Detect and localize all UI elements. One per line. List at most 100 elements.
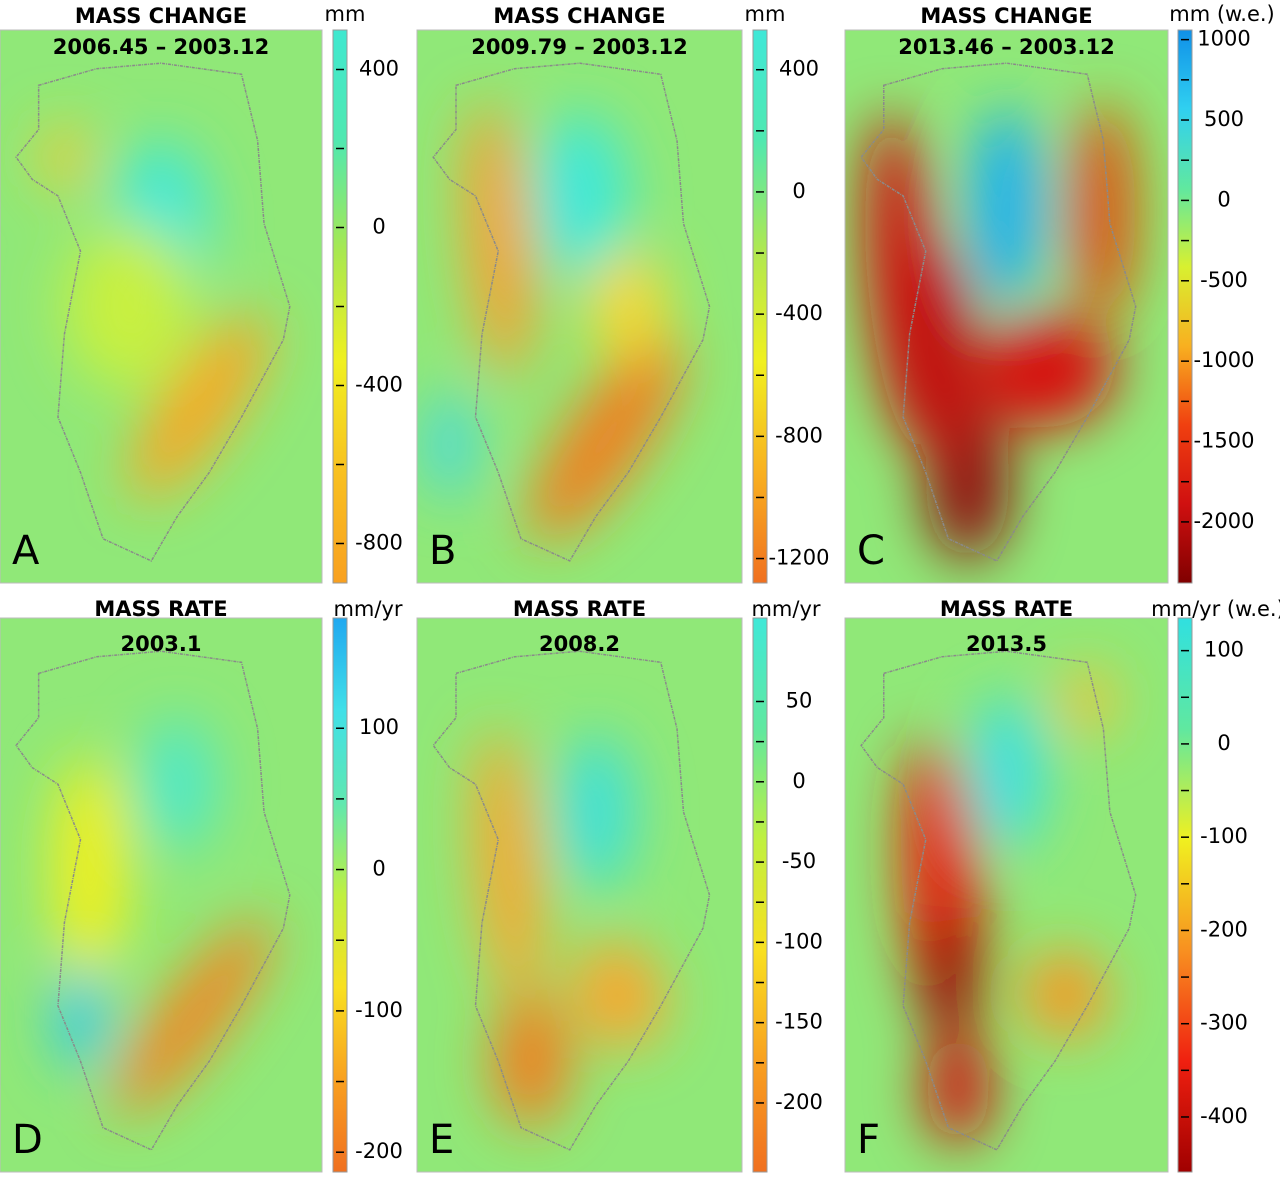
anomaly (967, 107, 1046, 307)
colorbar-tick-label: -300 (1200, 1011, 1248, 1035)
anomaly (530, 112, 629, 279)
panel-period: 2009.79 – 2003.12 (471, 35, 687, 59)
anomaly (571, 940, 666, 1050)
coastline (860, 650, 1137, 1151)
panel: MASS RATE 2008.2 Emm/yr 50 0 -50 -100 -150 -200 (416, 597, 823, 1173)
panel-period: 2008.2 (539, 632, 620, 656)
anomaly (925, 911, 978, 1045)
anomaly (589, 251, 668, 362)
anomaly-field (864, 101, 1136, 561)
anomaly (113, 918, 273, 1115)
colorbar-tick-label: -500 (1200, 268, 1248, 292)
map-frame (416, 29, 743, 584)
colorbar (752, 617, 768, 1173)
anomaly (974, 317, 1116, 429)
colorbar-tick-label: -1200 (768, 546, 829, 570)
colorbar (1177, 617, 1193, 1173)
colorbar (1177, 29, 1193, 584)
colorbar (752, 29, 768, 584)
panel-title: MASS RATE (94, 597, 227, 621)
map (0, 30, 322, 583)
colorbar-tick-label: 0 (792, 179, 805, 203)
coastline (15, 650, 291, 1151)
colorbar-tick-label: -100 (355, 998, 403, 1022)
anomaly (909, 251, 975, 473)
anomaly (556, 734, 635, 890)
colorbar-tick-label: -1000 (1193, 348, 1254, 372)
colorbar-tick-label: 500 (1204, 107, 1244, 131)
panel-title: MASS RATE (940, 597, 1073, 621)
panel: MASS CHANGE 2006.45 – 2003.12 Amm 400 0 -400 -… (0, 2, 403, 584)
panel-title: MASS CHANGE (493, 4, 665, 28)
map (845, 618, 1168, 1172)
unit-label: mm (745, 2, 786, 26)
map (417, 618, 742, 1172)
panel: MASS RATE 2003.1 Dmm/yr 100 0 -100 -200 (0, 597, 403, 1173)
anomaly (54, 961, 107, 1073)
colorbar-tick-label: -100 (775, 929, 823, 953)
unit-label: mm/yr (751, 597, 820, 621)
anomaly (925, 1033, 991, 1145)
colorbar-tick-label: 100 (359, 715, 399, 739)
colorbar-tick-label: 0 (372, 215, 385, 239)
colorbar-tick-label: -200 (355, 1139, 403, 1163)
panel-period: 2013.5 (966, 632, 1047, 656)
colorbar-tick-label: 0 (1217, 187, 1230, 211)
map-frame (844, 29, 1169, 584)
coastline (860, 62, 1137, 562)
unit-label: mm (325, 2, 366, 26)
colorbar-tick-label: -100 (1200, 824, 1248, 848)
colorbar-tick-label: 0 (792, 769, 805, 793)
anomaly (41, 124, 87, 191)
colorbar-tick-label: -800 (775, 423, 823, 447)
panel-letter: C (857, 528, 885, 574)
anomaly (967, 695, 1046, 851)
anomaly-field (41, 124, 270, 499)
anomaly (528, 337, 683, 542)
anomaly-field (51, 717, 273, 1115)
panel: MASS CHANGE 2009.79 – 2003.12 Bmm 400 0 -400 -… (416, 2, 830, 584)
panel-title: MASS CHANGE (75, 4, 247, 28)
anomaly (64, 223, 194, 390)
colorbar-tick-label: 0 (1217, 731, 1230, 755)
colorbar-tick-label: -800 (355, 531, 403, 555)
anomaly-field (426, 102, 683, 542)
colorbar-tick-label: -400 (1200, 1104, 1248, 1128)
unit-label: mm (w.e.) (1169, 2, 1275, 26)
coastline (432, 650, 711, 1151)
colorbar-tick-label: 0 (372, 857, 385, 881)
colorbar-tick-label: 400 (779, 57, 819, 81)
anomaly-field (473, 729, 666, 1128)
colorbar-tick-label: -1500 (1193, 429, 1254, 453)
panel-period: 2013.46 – 2003.12 (898, 35, 1114, 59)
colorbar-tick-label: -2000 (1193, 509, 1254, 533)
panel-letter: E (429, 1117, 454, 1163)
colorbar-tick-label: -400 (775, 301, 823, 325)
panel-letter: F (857, 1117, 880, 1163)
map (0, 618, 322, 1172)
map-frame (0, 29, 323, 584)
colorbar-tick-label: -200 (1200, 917, 1248, 941)
anomaly (138, 717, 216, 851)
anomaly (473, 729, 543, 1006)
anomaly (1022, 950, 1107, 1039)
colorbar-tick-label: -400 (355, 373, 403, 397)
anomaly (129, 313, 270, 499)
panel: MASS RATE 2013.5 Fmm/yr (w.e.) 100 0 -100 -200… (844, 597, 1280, 1173)
map-frame (844, 617, 1169, 1173)
unit-label: mm/yr (333, 597, 402, 621)
colorbar-tick-label: -150 (775, 1010, 823, 1034)
anomaly (426, 389, 473, 501)
anomaly-field (900, 667, 1114, 1145)
colorbar-tick-label: 100 (1204, 638, 1244, 662)
colorbar-tick-label: -200 (775, 1090, 823, 1114)
panel-period: 2003.1 (120, 632, 201, 656)
colorbar-tick-label: 50 (786, 689, 813, 713)
map-background (417, 618, 742, 1172)
anomaly (463, 102, 533, 378)
panel-letter: B (429, 528, 456, 574)
anomaly (51, 756, 129, 979)
coastline (432, 62, 711, 562)
anomaly (1071, 101, 1136, 324)
